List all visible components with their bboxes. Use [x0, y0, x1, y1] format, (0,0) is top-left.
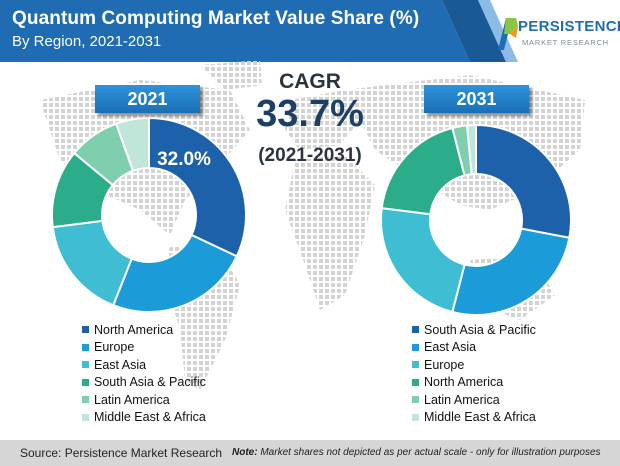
chart-subtitle: By Region, 2021-2031 — [12, 33, 162, 50]
slice-2031-middle-east-africa — [465, 123, 477, 176]
logo-mark-icon — [498, 18, 518, 50]
legend-2031: South Asia & Pacific East Asia Europe North… — [412, 321, 536, 426]
cagr-value: 33.7% — [256, 93, 364, 135]
slice-2031-europe — [380, 206, 466, 314]
legend-item: East Asia — [82, 356, 206, 374]
legend-label: East Asia — [94, 357, 147, 372]
legend-item: Europe — [412, 356, 536, 374]
legend-item: East Asia — [412, 339, 536, 357]
legend-item: South Asia & Pacific — [412, 321, 536, 339]
slice-2021-north-america — [148, 116, 247, 258]
legend-label: South Asia & Pacific — [94, 375, 206, 390]
legend-label: Latin America — [94, 392, 170, 407]
legend-item: South Asia & Pacific — [82, 374, 206, 392]
legend-label: Europe — [94, 340, 135, 355]
slice-2031-east-asia — [451, 227, 571, 316]
legend-item: North America — [412, 374, 536, 392]
header-banner — [0, 0, 518, 62]
chart-title: Quantum Computing Market Value Share (%) — [12, 8, 420, 29]
legend-2021: North America Europe East Asia South Asia &… — [82, 321, 206, 426]
legend-label: North America — [94, 322, 174, 337]
legend-swatch — [412, 378, 419, 386]
legend-item: Europe — [82, 339, 206, 357]
note-text: Market shares not depicted as per actual… — [260, 447, 601, 458]
legend-item: Latin America — [412, 391, 536, 409]
year-tab-2031: 2031 — [424, 85, 529, 113]
legend-swatch — [412, 343, 419, 351]
note-label: Note: — [232, 447, 258, 458]
legend-swatch — [82, 396, 89, 404]
legend-swatch — [412, 326, 419, 334]
footer-bar: Source: Persistence Market Research Note… — [0, 440, 620, 466]
legend-item: Latin America — [82, 391, 206, 409]
legend-swatch — [412, 396, 419, 404]
legend-swatch — [82, 413, 89, 421]
source-note: Source: Persistence Market Research — [20, 446, 223, 460]
slice-2021-europe — [111, 233, 239, 313]
data-label-2021: 32.0% — [157, 149, 211, 170]
legend-label: Europe — [424, 357, 465, 372]
legend-swatch — [82, 343, 89, 351]
legend-swatch — [82, 326, 89, 334]
logo-name: PERSISTENCE — [518, 18, 620, 35]
legend-swatch — [82, 361, 89, 369]
disclaimer-note: Note: Market shares not depicted as per … — [232, 447, 601, 458]
legend-swatch — [82, 378, 89, 386]
slice-2031-south-asia-pacific — [475, 123, 572, 239]
legend-item: Middle East & Africa — [412, 409, 536, 427]
legend-label: Middle East & Africa — [94, 410, 206, 425]
slice-2031-north-america — [380, 126, 466, 216]
cagr-period: (2021-2031) — [258, 145, 362, 166]
slice-2021-middle-east-africa — [114, 116, 150, 173]
legend-swatch — [412, 361, 419, 369]
legend-label: North America — [424, 375, 504, 390]
legend-swatch — [412, 413, 419, 421]
persistence-logo: PERSISTENCE MARKET RESEARCH — [496, 8, 620, 64]
legend-item: North America — [82, 321, 206, 339]
legend-label: Middle East & Africa — [424, 410, 536, 425]
legend-label: East Asia — [424, 340, 477, 355]
cagr-label: CAGR — [279, 70, 341, 93]
legend-item: Middle East & Africa — [82, 409, 206, 427]
year-tab-2021: 2021 — [95, 85, 200, 113]
legend-label: Latin America — [424, 392, 500, 407]
logo-subtitle: MARKET RESEARCH — [522, 38, 609, 47]
legend-label: South Asia & Pacific — [424, 322, 536, 337]
